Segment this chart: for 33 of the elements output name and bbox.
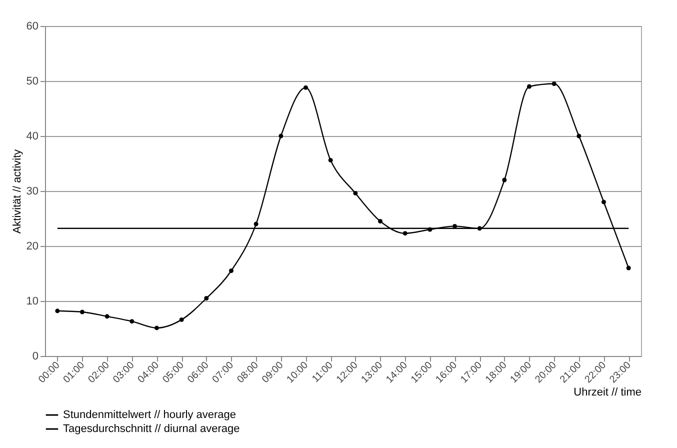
point xyxy=(328,158,333,162)
y-tick-label: 10 xyxy=(26,296,38,308)
point xyxy=(576,134,582,138)
y-tick-label: 30 xyxy=(26,186,38,198)
x-axis-title: Uhrzeit // time xyxy=(574,386,642,399)
point xyxy=(378,219,382,224)
point xyxy=(154,326,159,330)
point xyxy=(502,178,507,182)
point xyxy=(402,231,408,236)
point xyxy=(254,222,258,226)
point xyxy=(602,200,606,204)
y-tick-label: 50 xyxy=(26,76,38,88)
legend-label: Stundenmittelwert // hourly average xyxy=(63,409,236,421)
point xyxy=(204,296,209,300)
point xyxy=(55,308,60,314)
point xyxy=(304,85,308,90)
point xyxy=(452,224,457,228)
point xyxy=(353,190,358,196)
y-tick-label: 60 xyxy=(26,20,38,32)
point xyxy=(179,317,184,322)
point xyxy=(552,82,556,86)
point xyxy=(229,268,234,273)
point xyxy=(278,134,284,138)
legend-label: Tagesdurchschnitt // diurnal average xyxy=(63,423,240,435)
y-axis-title: Aktivität // activity xyxy=(11,148,24,234)
point xyxy=(80,310,84,314)
point xyxy=(527,84,532,89)
y-tick-label: 20 xyxy=(26,240,38,252)
point xyxy=(130,319,134,324)
point xyxy=(626,266,631,270)
point xyxy=(104,314,110,319)
y-tick-label: 0 xyxy=(32,350,38,362)
y-tick-label: 40 xyxy=(26,130,38,142)
